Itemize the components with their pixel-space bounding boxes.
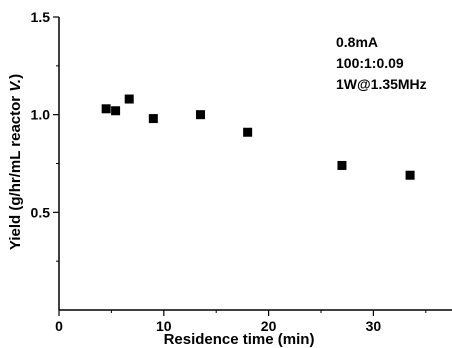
- annotation-current: 0.8mA: [336, 34, 378, 50]
- data-point: [148, 114, 158, 124]
- annotation-block: 0.8mA 100:1:0.09 1W@1.35MHz: [336, 34, 427, 92]
- y-tick-label: 0.5: [31, 204, 51, 220]
- y-tick-label: 1.5: [31, 9, 51, 25]
- x-tick-label: 10: [156, 318, 172, 334]
- data-points: [101, 94, 415, 180]
- annotation-ratio: 100:1:0.09: [336, 55, 404, 71]
- data-point: [195, 110, 205, 120]
- data-point: [337, 160, 347, 170]
- data-point: [243, 127, 253, 137]
- data-point: [111, 106, 121, 116]
- annotation-power: 1W@1.35MHz: [336, 76, 427, 92]
- x-tick-label: 30: [366, 318, 382, 334]
- x-tick-label: 20: [261, 318, 277, 334]
- y-axis-label: Yield (g/hr/mL reactor V.): [7, 74, 24, 250]
- ticks: 0 10 20 30 0.5 1.0 1.5: [31, 9, 427, 334]
- data-point: [405, 170, 415, 180]
- x-tick-label: 0: [55, 318, 63, 334]
- data-point: [101, 104, 111, 114]
- x-axis-label: Residence time (min): [164, 331, 315, 348]
- data-point: [124, 94, 134, 104]
- y-tick-label: 1.0: [31, 107, 51, 123]
